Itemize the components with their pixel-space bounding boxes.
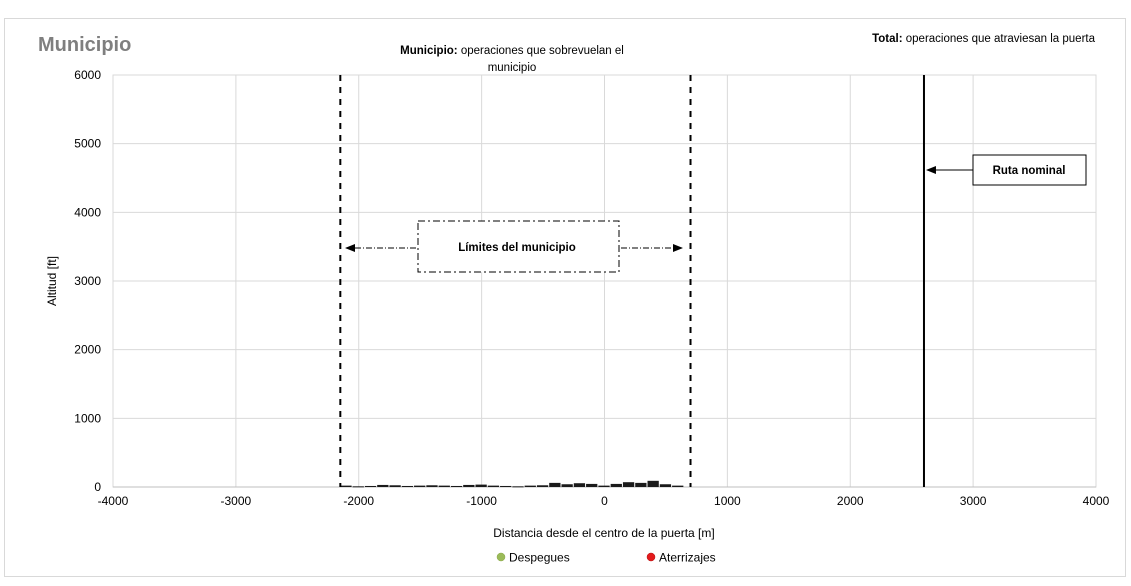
ruta-box — [972, 154, 1087, 186]
traffic-bar — [573, 483, 586, 487]
traffic-bar — [401, 485, 414, 487]
chart-title: Municipio — [38, 34, 131, 56]
x-tick-label: -4000 — [98, 494, 129, 508]
limites-box — [417, 220, 620, 273]
x-tick-label: -1000 — [466, 494, 497, 508]
y-tick-label: 3000 — [74, 274, 101, 288]
x-tick-label: 4000 — [1083, 494, 1110, 508]
limites-label: Límites del municipio — [458, 242, 576, 254]
tick-labels: -4000 -3000 -2000 -1000 0 1000 2000 3000 4000 0 10… — [74, 68, 1109, 508]
gridlines — [112, 74, 1097, 488]
traffic-bar — [487, 485, 500, 487]
traffic-bar — [340, 485, 352, 487]
x-tick-label: 2000 — [837, 494, 864, 508]
ruta-label: Ruta nominal — [993, 165, 1066, 177]
y-tick-label: 1000 — [74, 411, 101, 425]
municipio-limits — [339, 75, 692, 487]
traffic-bar — [414, 485, 426, 487]
chart-border — [4, 18, 1126, 577]
y-tick-label: 2000 — [74, 343, 101, 357]
traffic-bar — [536, 485, 549, 487]
legend-aterrizajes-label: Aterrizajes — [659, 551, 716, 565]
municipio-note-line2: municipio — [488, 62, 537, 74]
y-tick-label: 6000 — [74, 68, 101, 82]
y-tick-label: 0 — [94, 480, 101, 494]
traffic-bar — [364, 485, 377, 487]
traffic-bar — [672, 485, 684, 487]
traffic-bar — [475, 484, 487, 487]
traffic-bar — [500, 485, 512, 487]
traffic-bar — [610, 483, 622, 487]
total-note: Total: operaciones que atraviesan la pue… — [872, 33, 1095, 45]
traffic-bar — [598, 485, 610, 487]
traffic-bar — [377, 484, 389, 487]
legend-despegues-label: Despegues — [509, 551, 570, 565]
y-axis-label: Altitud [ft] — [45, 256, 59, 306]
municipio-note-line1: Municipio: operaciones que sobrevuelan e… — [400, 45, 624, 57]
traffic-bar — [524, 485, 536, 487]
traffic-bar — [622, 482, 635, 487]
traffic-bar — [512, 486, 524, 488]
traffic-bar — [426, 485, 438, 487]
x-tick-label: -3000 — [221, 494, 252, 508]
traffic-bar — [463, 484, 475, 487]
legend: Despegues Aterrizajes — [496, 551, 716, 565]
traffic-bar — [438, 485, 450, 487]
legend-aterrizajes-marker — [646, 552, 656, 562]
traffic-bar — [450, 485, 463, 487]
traffic-bar — [586, 483, 598, 487]
traffic-bar — [389, 485, 401, 487]
traffic-bar — [659, 484, 672, 487]
municipio-note-bold: Municipio: — [400, 45, 458, 57]
traffic-bar — [549, 482, 561, 487]
x-tick-label: -2000 — [343, 494, 374, 508]
traffic-bar — [647, 480, 659, 487]
y-tick-label: 4000 — [74, 205, 101, 219]
x-tick-label: 3000 — [960, 494, 987, 508]
traffic-bars — [340, 480, 684, 488]
total-note-bold: Total: — [872, 33, 902, 45]
y-tick-label: 5000 — [74, 137, 101, 151]
traffic-bar — [635, 482, 647, 487]
x-tick-label: 0 — [601, 494, 608, 508]
x-tick-label: 1000 — [714, 494, 741, 508]
total-note-text: operaciones que atraviesan la puerta — [903, 33, 1096, 45]
x-axis-label: Distancia desde el centro de la puerta [… — [493, 526, 714, 540]
traffic-bar — [561, 484, 573, 487]
legend-despegues-marker — [496, 552, 506, 562]
traffic-bar — [352, 486, 364, 488]
municipio-note-text: operaciones que sobrevuelan el — [458, 45, 624, 57]
